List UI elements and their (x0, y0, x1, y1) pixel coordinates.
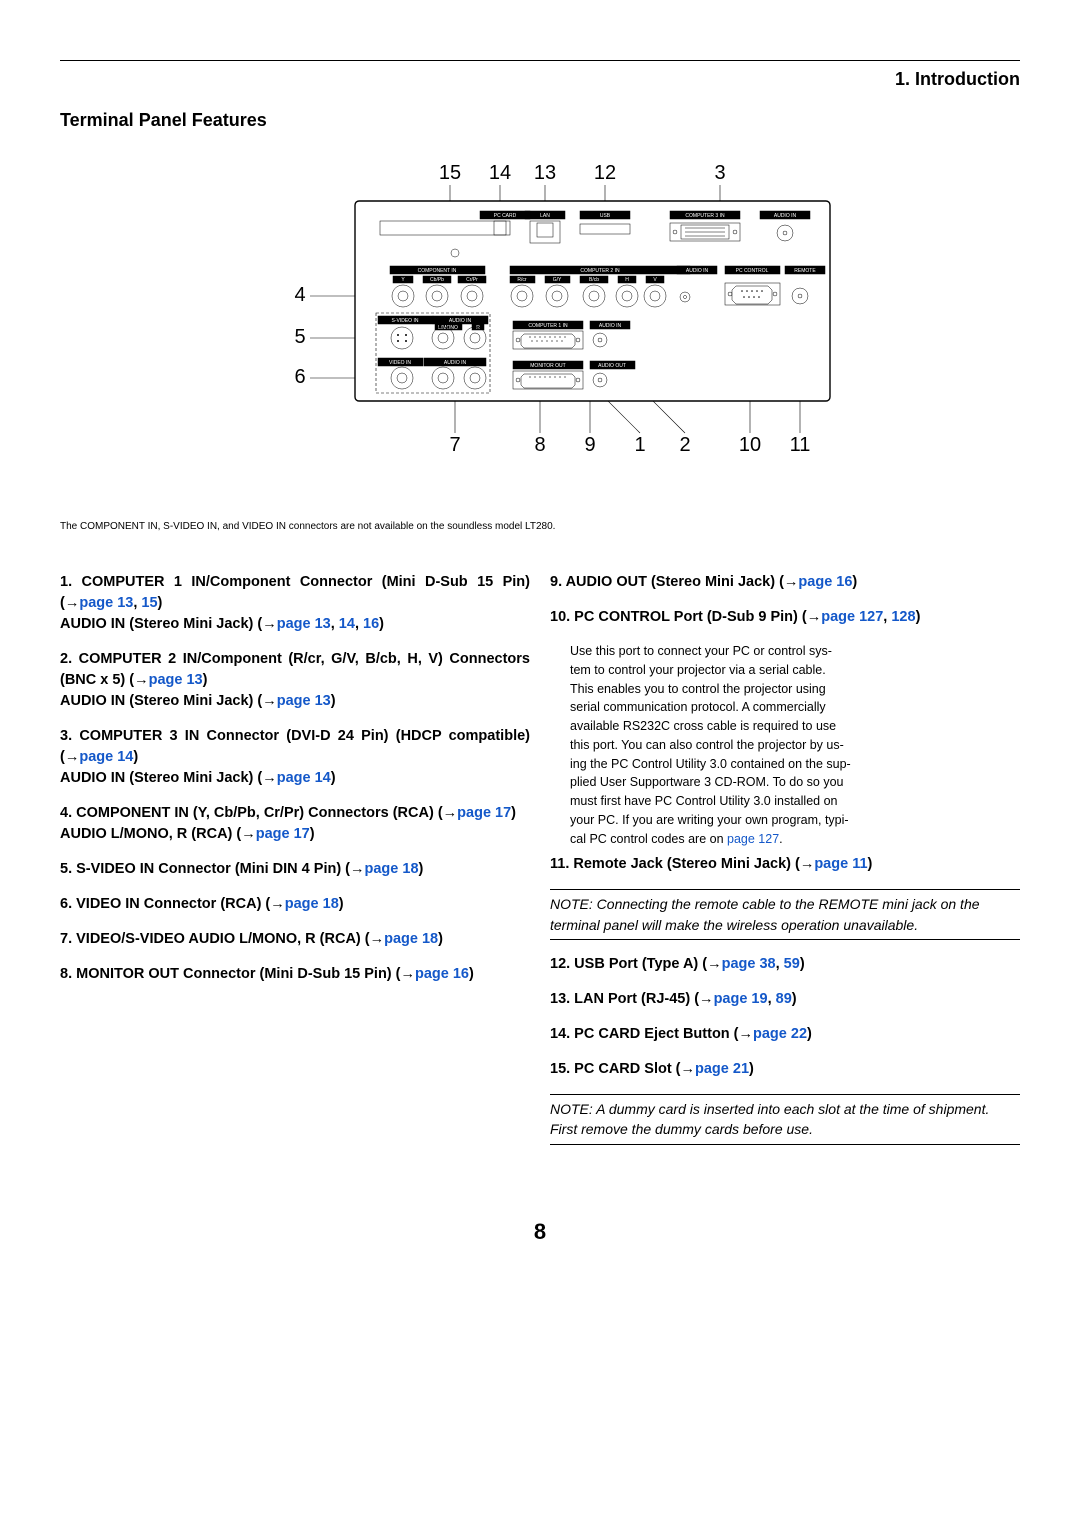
svg-text:VIDEO IN: VIDEO IN (389, 360, 411, 366)
dummy-card-note: NOTE: A dummy card is inserted into each… (550, 1094, 1020, 1145)
feature-item-2: 2. COMPUTER 2 IN/Component (R/cr, G/V, B… (60, 649, 530, 712)
callout-11: 11 (790, 434, 811, 456)
callout-13: 13 (534, 162, 556, 184)
left-feature-list: 1. COMPUTER 1 IN/Component Connector (Mi… (60, 572, 530, 1159)
callout-7: 7 (449, 434, 460, 456)
svg-text:Cb/Pb: Cb/Pb (430, 277, 444, 283)
feature-item-6: 6. VIDEO IN Connector (RCA) (→page 18) (60, 894, 530, 915)
svg-text:AUDIO IN: AUDIO IN (686, 268, 709, 274)
feature-item-3: 3. COMPUTER 3 IN Connector (DVI-D 24 Pin… (60, 726, 530, 789)
svg-text:AUDIO IN: AUDIO IN (774, 213, 797, 219)
svg-text:LAN: LAN (540, 213, 550, 219)
pc-control-description: Use this port to connect your PC or cont… (570, 642, 1020, 848)
callout-14: 14 (489, 162, 511, 184)
svg-text:Cr/Pr: Cr/Pr (466, 277, 478, 283)
svg-text:COMPUTER 3 IN: COMPUTER 3 IN (685, 213, 725, 219)
right-feature-list: 9. AUDIO OUT (Stereo Mini Jack) (→page 1… (550, 572, 1020, 1159)
callout-9: 9 (584, 434, 595, 456)
callout-2: 2 (679, 434, 690, 456)
feature-item-12: 12. USB Port (Type A) (→page 38, 59) (550, 954, 1020, 975)
svg-text:AUDIO IN: AUDIO IN (599, 323, 622, 329)
svg-text:AUDIO IN: AUDIO IN (449, 318, 472, 324)
callout-6: 6 (294, 366, 305, 388)
feature-item-8: 8. MONITOR OUT Connector (Mini D-Sub 15 … (60, 964, 530, 985)
remote-note: NOTE: Connecting the remote cable to the… (550, 889, 1020, 940)
svg-text:COMPUTER 1 IN: COMPUTER 1 IN (528, 323, 568, 329)
callout-5: 5 (294, 326, 305, 348)
callout-4: 4 (294, 284, 305, 306)
feature-item-11: 11. Remote Jack (Stereo Mini Jack) (→pag… (550, 854, 1020, 875)
page-number: 8 (60, 1219, 1020, 1245)
chapter-heading: 1. Introduction (60, 69, 1020, 90)
soundless-note: The COMPONENT IN, S-VIDEO IN, and VIDEO … (60, 521, 1020, 532)
svg-text:COMPONENT IN: COMPONENT IN (418, 268, 457, 274)
callout-8: 8 (534, 434, 545, 456)
svg-text:B/cb: B/cb (589, 277, 599, 283)
feature-item-9: 9. AUDIO OUT (Stereo Mini Jack) (→page 1… (550, 572, 1020, 593)
svg-text:R/cr: R/cr (517, 277, 527, 283)
svg-text:PC CARD: PC CARD (494, 213, 517, 219)
callout-15: 15 (439, 162, 461, 184)
svg-text:PC CONTROL: PC CONTROL (736, 268, 769, 274)
svg-text:AUDIO OUT: AUDIO OUT (598, 363, 626, 369)
callout-12: 12 (594, 162, 616, 184)
feature-item-1: 1. COMPUTER 1 IN/Component Connector (Mi… (60, 572, 530, 635)
callout-10: 10 (739, 434, 761, 456)
feature-item-15: 15. PC CARD Slot (→page 21) (550, 1059, 1020, 1080)
callout-1: 1 (634, 434, 645, 456)
feature-item-7: 7. VIDEO/S-VIDEO AUDIO L/MONO, R (RCA) (… (60, 929, 530, 950)
svg-text:AUDIO IN: AUDIO IN (444, 360, 467, 366)
feature-item-13: 13. LAN Port (RJ-45) (→page 19, 89) (550, 989, 1020, 1010)
feature-item-4: 4. COMPONENT IN (Y, Cb/Pb, Cr/Pr) Connec… (60, 803, 530, 845)
svg-text:MONITOR OUT: MONITOR OUT (530, 363, 565, 369)
svg-text:H: H (625, 277, 629, 283)
svg-text:REMOTE: REMOTE (794, 268, 816, 274)
svg-text:S-VIDEO IN: S-VIDEO IN (392, 318, 419, 324)
svg-text:G/Y: G/Y (553, 277, 562, 283)
feature-item-5: 5. S-VIDEO IN Connector (Mini DIN 4 Pin)… (60, 859, 530, 880)
feature-item-14: 14. PC CARD Eject Button (→page 22) (550, 1024, 1020, 1045)
svg-text:COMPUTER 2 IN: COMPUTER 2 IN (580, 268, 620, 274)
feature-item-10: 10. PC CONTROL Port (D-Sub 9 Pin) (→page… (550, 607, 1020, 628)
terminal-panel-diagram: 15 14 13 12 3 4 5 6 7 8 9 1 2 10 11 (60, 151, 1020, 491)
svg-text:USB: USB (600, 213, 611, 219)
callout-3: 3 (714, 162, 725, 184)
section-title: Terminal Panel Features (60, 110, 1020, 131)
